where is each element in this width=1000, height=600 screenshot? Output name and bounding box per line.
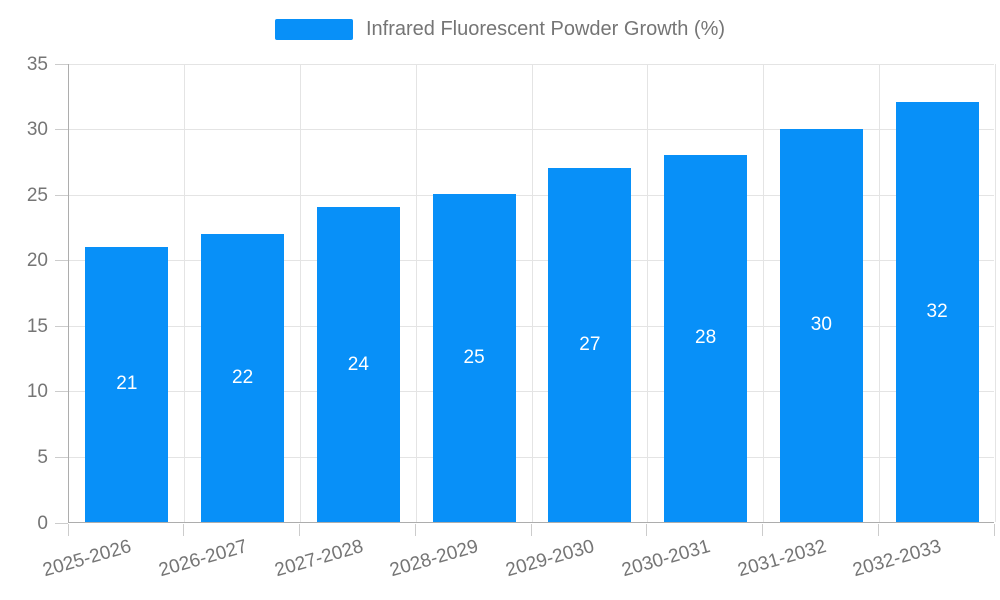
bar-value-label: 21 <box>116 373 138 395</box>
y-axis-tick-label: 30 <box>26 119 48 141</box>
y-axis-tick-label: 10 <box>26 381 48 403</box>
y-axis-tick <box>55 456 68 458</box>
x-axis-category-label: 2025-2026 <box>40 536 134 582</box>
x-axis-tick <box>762 524 763 536</box>
x-gridline <box>878 64 880 522</box>
legend-swatch[interactable] <box>274 19 353 40</box>
x-axis-category-label: 2026-2027 <box>156 536 250 582</box>
x-axis-category-label: 2032-2033 <box>850 536 944 582</box>
x-axis-tick <box>993 524 995 536</box>
y-axis-tick-label: 15 <box>26 315 48 337</box>
bar-2031-2032[interactable]: 30 <box>779 128 863 522</box>
bar-value-label: 25 <box>463 347 485 369</box>
x-axis-tick <box>877 524 879 536</box>
y-axis-tick <box>55 260 68 262</box>
bar-2026-2027[interactable]: 22 <box>201 233 285 522</box>
x-axis-tick <box>183 524 185 536</box>
x-gridline <box>300 64 301 522</box>
bar-value-label: 27 <box>579 333 601 355</box>
x-gridline <box>994 64 996 522</box>
y-axis-tick <box>55 325 68 327</box>
y-axis-tick-label: 0 <box>37 512 48 534</box>
legend[interactable]: Infrared Fluorescent Powder Growth (%) <box>0 18 1000 41</box>
x-axis-tick <box>414 524 416 536</box>
bar-2028-2029[interactable]: 25 <box>432 194 516 522</box>
y-axis-tick-label: 5 <box>37 446 48 468</box>
y-axis-tick-label: 25 <box>26 184 48 206</box>
y-axis-tick-label: 35 <box>26 53 48 75</box>
bar-2030-2031[interactable]: 28 <box>664 154 748 522</box>
x-axis-tick <box>299 524 300 536</box>
bar-value-label: 30 <box>810 314 832 336</box>
bar-2027-2028[interactable]: 24 <box>316 207 400 522</box>
x-axis-category-label: 2027-2028 <box>272 536 366 582</box>
y-axis-tick <box>55 522 68 524</box>
y-axis-tick <box>55 129 68 131</box>
x-gridline <box>531 64 533 522</box>
x-axis-tick <box>67 524 69 536</box>
y-axis-tick-label: 20 <box>26 250 48 272</box>
y-axis-tick <box>55 194 68 196</box>
x-axis-category-label: 2030-2031 <box>619 536 713 582</box>
bar-value-label: 24 <box>347 353 369 375</box>
bar-2025-2026[interactable]: 21 <box>85 246 169 522</box>
bar-2029-2030[interactable]: 27 <box>548 167 632 522</box>
x-gridline <box>647 64 649 522</box>
x-gridline <box>184 64 186 522</box>
x-axis-category-label: 2028-2029 <box>387 536 481 582</box>
x-axis-tick <box>646 524 648 536</box>
x-gridline <box>415 64 417 522</box>
x-axis-category-label: 2029-2030 <box>503 536 597 582</box>
x-axis-tick <box>530 524 532 536</box>
y-axis-tick <box>55 63 68 65</box>
bar-value-label: 32 <box>926 301 948 323</box>
bar-value-label: 22 <box>232 366 254 388</box>
bar-2032-2033[interactable]: 32 <box>895 102 979 522</box>
x-axis-category-label: 2031-2032 <box>735 536 829 582</box>
y-axis-tick <box>55 391 68 393</box>
plot-area: 21 22 24 25 27 28 30 32 <box>68 63 996 523</box>
legend-label[interactable]: Infrared Fluorescent Powder Growth (%) <box>365 18 726 40</box>
bar-value-label: 28 <box>695 327 717 349</box>
x-gridline <box>763 64 764 522</box>
